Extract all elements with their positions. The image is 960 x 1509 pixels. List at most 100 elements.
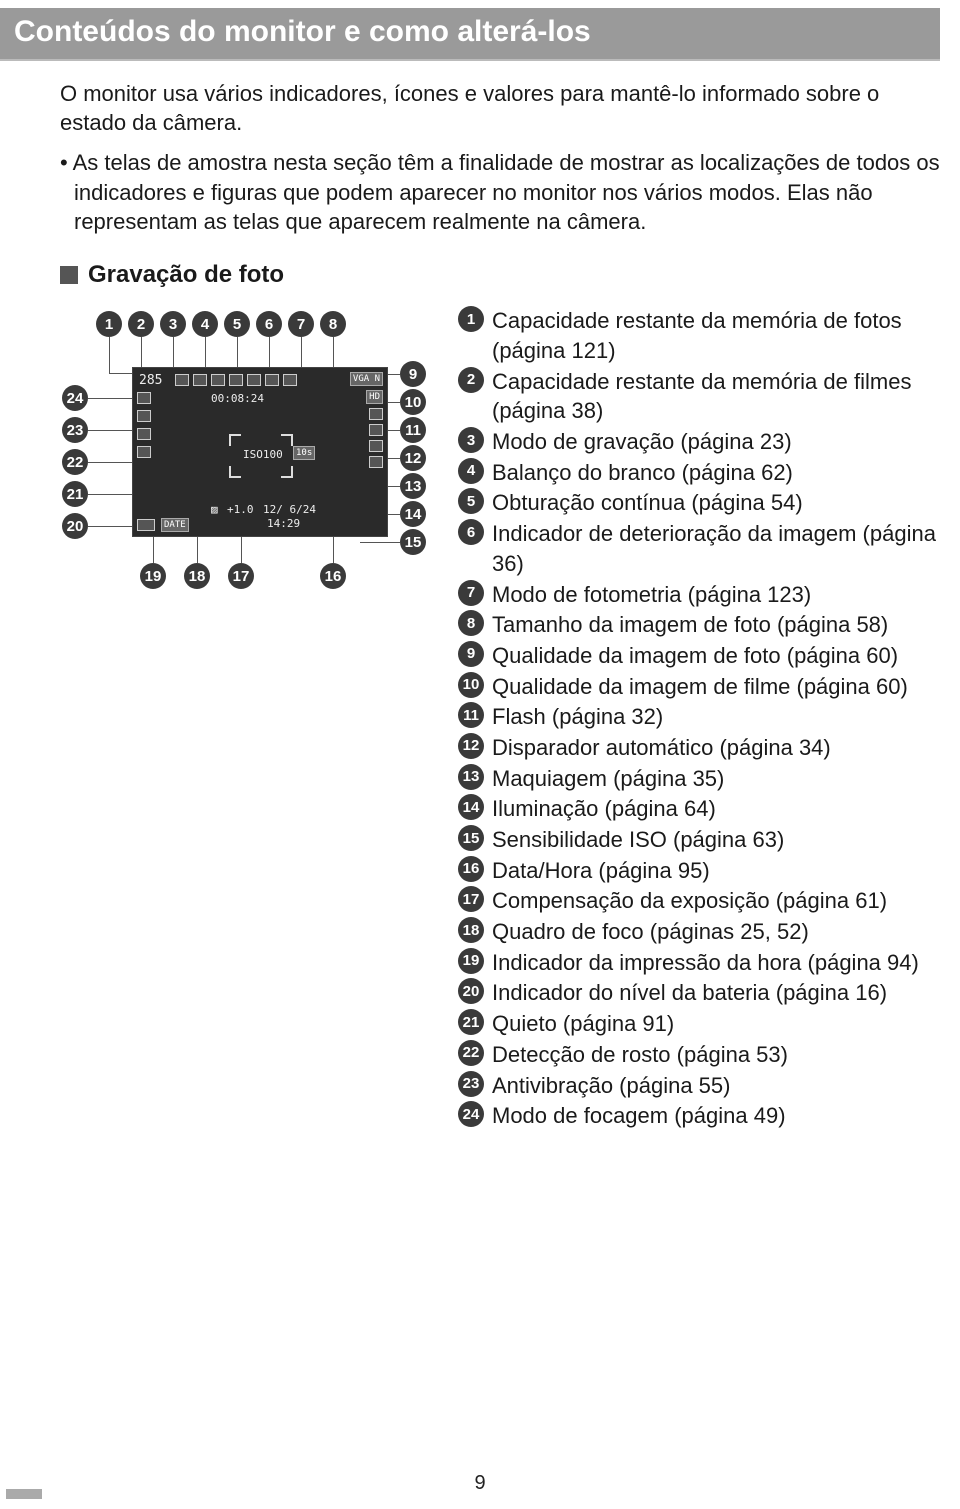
callout-2: 2	[128, 311, 154, 337]
legend-text: Modo de fotometria (página 123)	[492, 580, 811, 610]
page-title: Conteúdos do monitor e como alterá-los	[0, 8, 940, 61]
callout-12: 12	[400, 445, 426, 471]
legend-number: 2	[458, 367, 484, 393]
legend-text: Capacidade restante da memória de fotos …	[492, 306, 940, 365]
monitor-diagram: 1 2 3 4 5 6 7 8 9 10 11 12 13 14 15	[60, 305, 430, 605]
callout-9: 9	[400, 361, 426, 387]
square-bullet-icon	[60, 266, 78, 284]
legend-number: 4	[458, 458, 484, 484]
legend-item: 11 Flash (página 32)	[458, 702, 940, 732]
legend-text: Disparador automático (página 34)	[492, 733, 831, 763]
legend-item: 12 Disparador automático (página 34)	[458, 733, 940, 763]
lcd-time: 14:29	[267, 517, 300, 532]
legend-list: 1Capacidade restante da memória de fotos…	[458, 305, 940, 1132]
lcd-icon	[137, 446, 151, 458]
legend-text: Indicador do nível da bateria (página 16…	[492, 978, 887, 1008]
callout-23: 23	[62, 417, 88, 443]
lcd-badge-hd: HD	[366, 390, 383, 404]
legend-item: 23 Antivibração (página 55)	[458, 1071, 940, 1101]
lcd-icon	[137, 392, 151, 404]
lcd-icon	[369, 440, 383, 452]
legend-number: 12	[458, 733, 484, 759]
legend-item: 20 Indicador do nível da bateria (página …	[458, 978, 940, 1008]
legend-text: Tamanho da imagem de foto (página 58)	[492, 610, 888, 640]
page-number: 9	[474, 1470, 485, 1497]
legend-number: 20	[458, 978, 484, 1004]
legend-item: 4 Balanço do branco (página 62)	[458, 458, 940, 488]
legend-number: 23	[458, 1071, 484, 1097]
intro-paragraph: O monitor usa vários indicadores, ícones…	[60, 79, 940, 138]
legend-number: 19	[458, 948, 484, 974]
legend-number: 6	[458, 519, 484, 545]
callout-14: 14	[400, 501, 426, 527]
lcd-ev-icon: ▨	[211, 503, 218, 518]
legend-text: Detecção de rosto (página 53)	[492, 1040, 788, 1070]
legend-number: 14	[458, 794, 484, 820]
callout-7: 7	[288, 311, 314, 337]
legend-item: 5 Obturação contínua (página 54)	[458, 488, 940, 518]
callout-10: 10	[400, 389, 426, 415]
legend-number: 24	[458, 1101, 484, 1127]
callout-4: 4	[192, 311, 218, 337]
lcd-shots: 285	[139, 372, 162, 390]
callout-11: 11	[400, 417, 426, 443]
legend-item: 6Indicador de deterioração da imagem (pá…	[458, 519, 940, 578]
lcd-icon	[137, 410, 151, 422]
legend-item: 24 Modo de focagem (página 49)	[458, 1101, 940, 1131]
legend-text: Modo de focagem (página 49)	[492, 1101, 786, 1131]
legend-text: Obturação contínua (página 54)	[492, 488, 803, 518]
callout-13: 13	[400, 473, 426, 499]
legend-number: 5	[458, 488, 484, 514]
legend-text: Flash (página 32)	[492, 702, 663, 732]
lcd-icon	[369, 408, 383, 420]
lcd-icon	[247, 374, 261, 386]
legend-text: Antivibração (página 55)	[492, 1071, 730, 1101]
legend-text: Balanço do branco (página 62)	[492, 458, 793, 488]
legend-text: Compensação da exposição (página 61)	[492, 886, 887, 916]
lcd-icon	[193, 374, 207, 386]
legend-text: Capacidade restante da memória de filmes…	[492, 367, 940, 426]
lcd-timer: 10s	[293, 446, 315, 460]
callout-8: 8	[320, 311, 346, 337]
legend-number: 21	[458, 1009, 484, 1035]
legend-text: Modo de gravação (página 23)	[492, 427, 792, 457]
callout-17: 17	[228, 563, 254, 589]
legend-item: 7 Modo de fotometria (página 123)	[458, 580, 940, 610]
legend-item: 21 Quieto (página 91)	[458, 1009, 940, 1039]
legend-number: 8	[458, 610, 484, 636]
section-title: Gravação de foto	[88, 259, 284, 291]
legend-item: 22 Detecção de rosto (página 53)	[458, 1040, 940, 1070]
legend-number: 7	[458, 580, 484, 606]
lcd-iso: ISO100	[243, 448, 283, 463]
callout-16: 16	[320, 563, 346, 589]
lcd-icon	[265, 374, 279, 386]
lcd-rectime: 00:08:24	[211, 392, 264, 407]
note-paragraph: As telas de amostra nesta seção têm a fi…	[60, 148, 940, 237]
legend-item: 1Capacidade restante da memória de fotos…	[458, 306, 940, 365]
callout-24: 24	[62, 385, 88, 411]
lcd-icon	[283, 374, 297, 386]
legend-text: Quadro de foco (páginas 25, 52)	[492, 917, 809, 947]
legend-text: Quieto (página 91)	[492, 1009, 674, 1039]
callout-1: 1	[96, 311, 122, 337]
legend-text: Qualidade da imagem de filme (página 60)	[492, 672, 908, 702]
legend-number: 3	[458, 427, 484, 453]
battery-icon	[137, 519, 155, 531]
callout-22: 22	[62, 449, 88, 475]
legend-number: 9	[458, 641, 484, 667]
legend-item: 17Compensação da exposição (página 61)	[458, 886, 940, 916]
legend-item: 19Indicador da impressão da hora (página…	[458, 948, 940, 978]
section-heading: Gravação de foto	[60, 259, 940, 291]
callout-20: 20	[62, 513, 88, 539]
legend-number: 10	[458, 672, 484, 698]
legend-item: 15Sensibilidade ISO (página 63)	[458, 825, 940, 855]
legend-item: 13Maquiagem (página 35)	[458, 764, 940, 794]
legend-number: 22	[458, 1040, 484, 1066]
lcd-ev: +1.0	[227, 503, 254, 518]
legend-number: 11	[458, 702, 484, 728]
legend-number: 18	[458, 917, 484, 943]
lcd-icon	[369, 424, 383, 436]
legend-text: Qualidade da imagem de foto (página 60)	[492, 641, 898, 671]
callout-18: 18	[184, 563, 210, 589]
legend-item: 9 Qualidade da imagem de foto (página 60)	[458, 641, 940, 671]
